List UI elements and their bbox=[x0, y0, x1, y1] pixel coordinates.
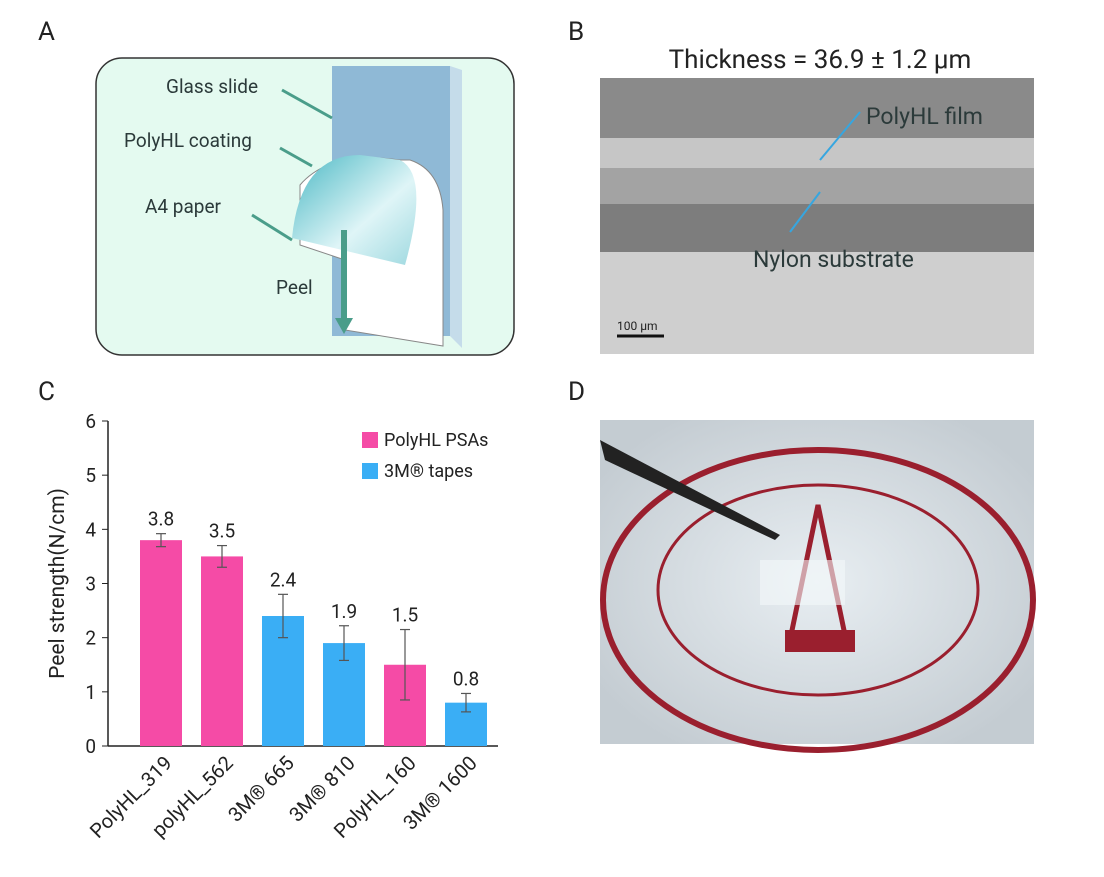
arrow-head bbox=[335, 318, 353, 334]
legend-label: 3M® tapes bbox=[384, 461, 473, 482]
sem-band bbox=[600, 204, 1034, 252]
annotation: Nylon substrate bbox=[753, 246, 914, 273]
legend-swatch bbox=[362, 463, 378, 479]
x-tick-label: 3M® 665 bbox=[223, 751, 299, 827]
annotation: Glass slide bbox=[166, 75, 258, 98]
error-bar bbox=[278, 593, 288, 639]
error-bar bbox=[339, 625, 349, 662]
annotation: PolyHL coating bbox=[124, 129, 252, 152]
data-label: 2.4 bbox=[270, 568, 297, 591]
data-label: 3.5 bbox=[209, 520, 235, 543]
pointers bbox=[251, 88, 333, 242]
annotation: PolyHL film bbox=[866, 103, 983, 130]
pointer bbox=[789, 191, 821, 233]
pointer bbox=[819, 111, 861, 161]
logo-ring bbox=[656, 483, 980, 697]
tweezers bbox=[600, 440, 780, 540]
panel-label: D bbox=[568, 377, 585, 407]
coating bbox=[292, 155, 417, 265]
sem-band bbox=[600, 138, 1034, 168]
y-tick-label: 2 bbox=[85, 627, 96, 650]
error-bar bbox=[156, 533, 166, 548]
annotation: Peel bbox=[276, 276, 313, 299]
data-label: 1.5 bbox=[392, 604, 418, 627]
data-label: 1.9 bbox=[331, 600, 357, 623]
panel-label: B bbox=[568, 17, 584, 47]
legend-swatch bbox=[362, 432, 378, 448]
film bbox=[760, 560, 845, 605]
y-tick-label: 3 bbox=[85, 573, 96, 596]
error-bar bbox=[400, 628, 410, 701]
y-tick-label: 6 bbox=[85, 410, 96, 433]
sem-band bbox=[600, 252, 1034, 354]
y-tick-label: 0 bbox=[85, 735, 96, 758]
y-tick-label: 5 bbox=[85, 464, 96, 487]
legend-label: PolyHL PSAs bbox=[384, 430, 488, 451]
bar bbox=[201, 556, 243, 746]
panel-label: A bbox=[38, 17, 55, 47]
data-label: 3.8 bbox=[148, 508, 174, 531]
y-tick-label: 4 bbox=[85, 518, 96, 541]
annotation: A4 paper bbox=[145, 195, 222, 218]
error-bar bbox=[217, 544, 227, 568]
scale-label: 100 μm bbox=[617, 319, 658, 333]
error-bar bbox=[461, 692, 471, 713]
panel-title: Thickness = 36.9 ± 1.2 μm bbox=[669, 45, 972, 75]
sem-band bbox=[600, 168, 1034, 204]
sem-band bbox=[600, 78, 1034, 138]
bar bbox=[140, 540, 182, 746]
y-axis-label: Peel strength(N/cm) bbox=[46, 488, 70, 679]
panel-label: C bbox=[38, 377, 55, 407]
glass-edge bbox=[450, 66, 462, 348]
logo-year bbox=[785, 630, 855, 652]
logo-ring bbox=[600, 447, 1036, 753]
data-label: 0.8 bbox=[453, 667, 479, 690]
y-tick-label: 1 bbox=[85, 681, 96, 704]
